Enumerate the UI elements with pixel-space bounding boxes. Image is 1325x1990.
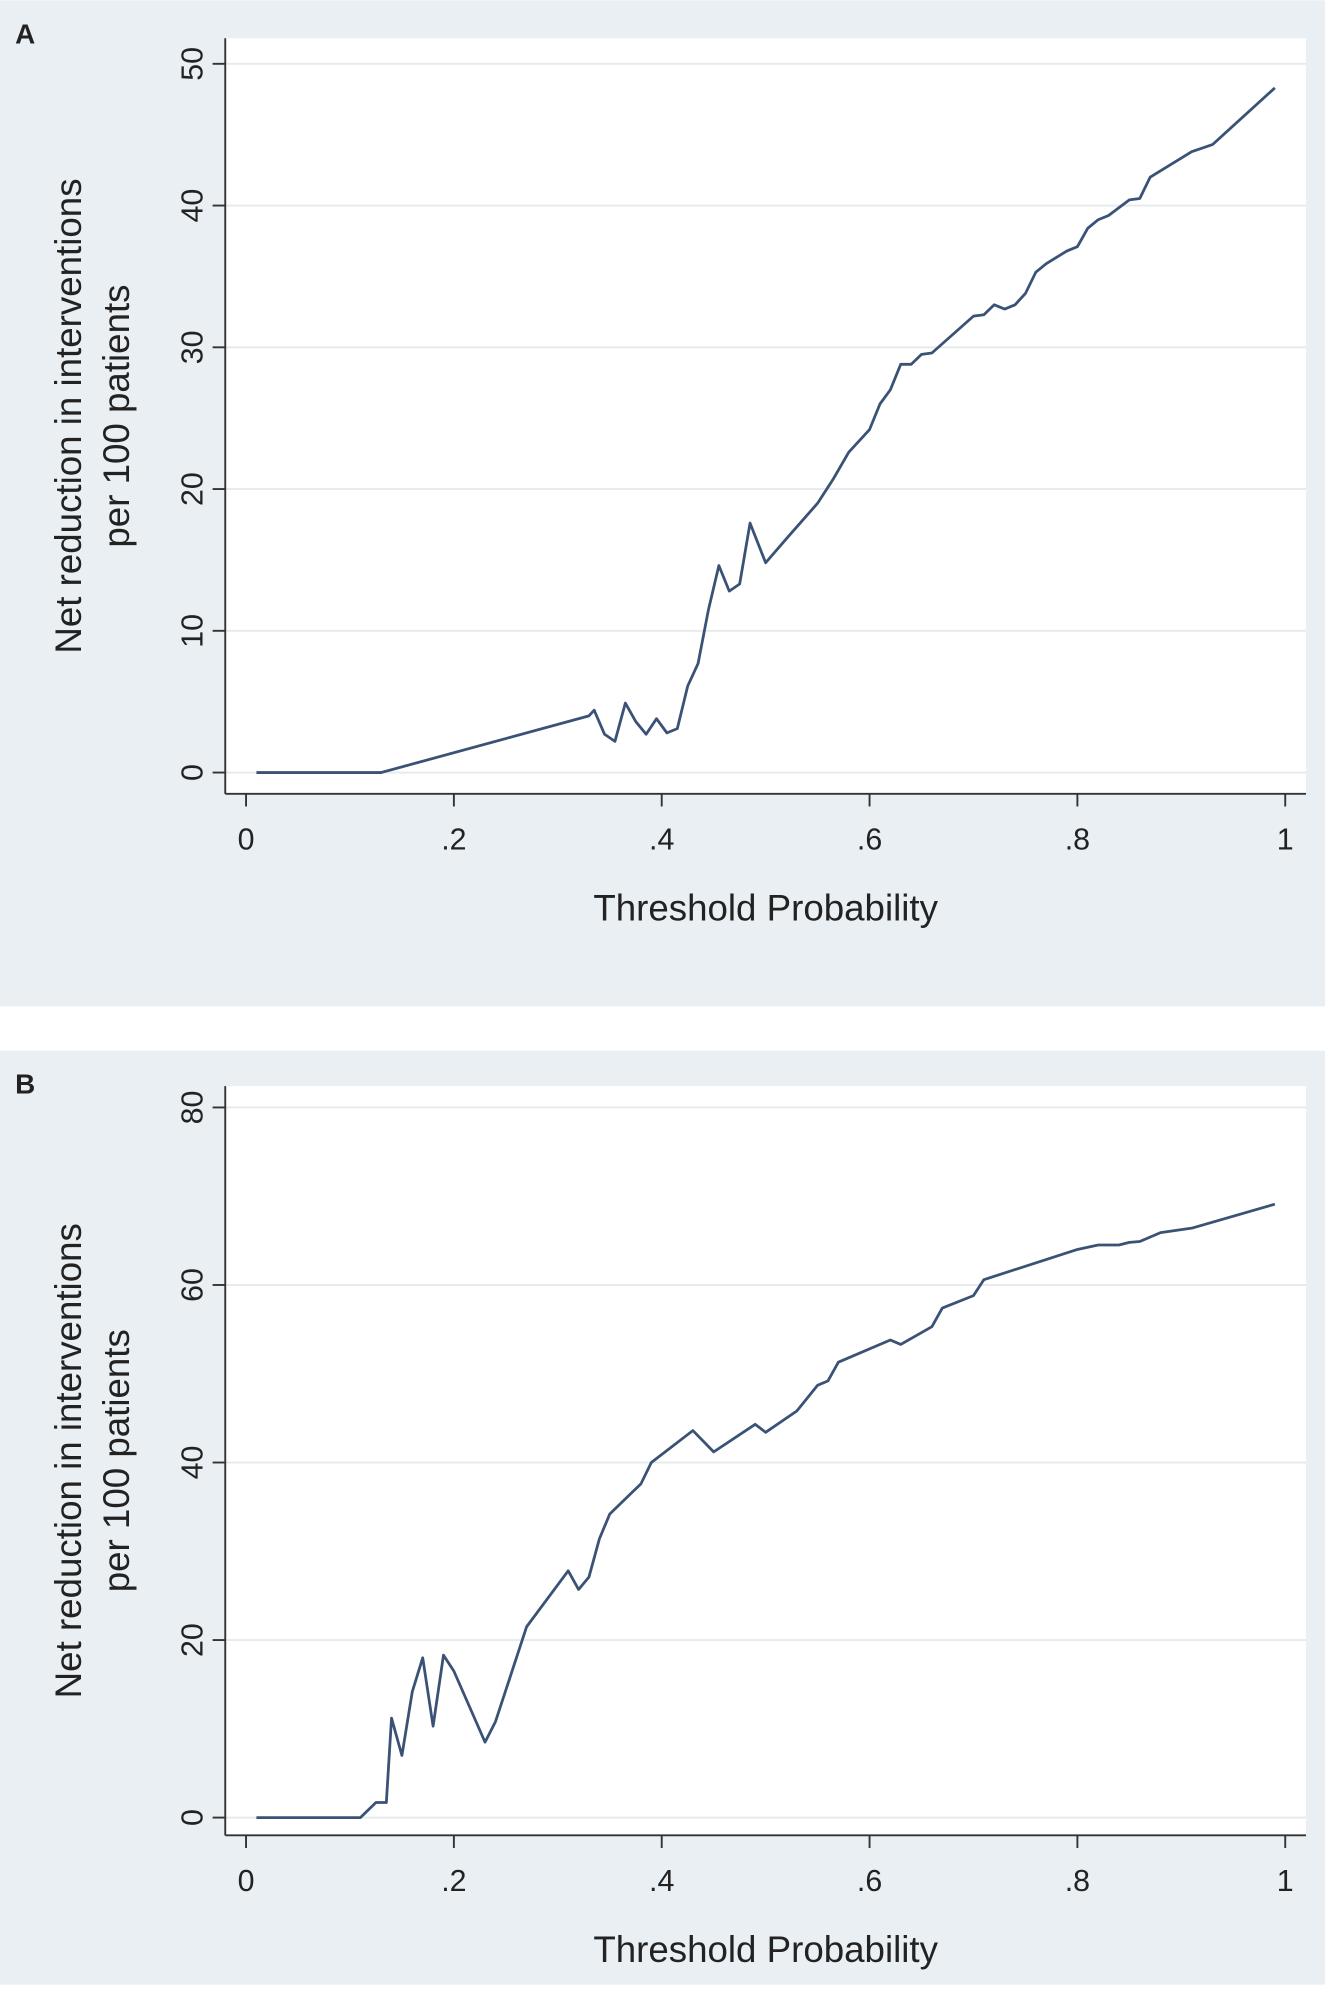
- y-tick-label: 80: [176, 1091, 209, 1125]
- x-axis-title: Threshold Probability: [593, 1929, 938, 1970]
- panel-label: A: [15, 18, 35, 49]
- plot-area: [225, 38, 1307, 794]
- y-tick-label: 40: [176, 1446, 209, 1480]
- panel-label: B: [15, 1069, 35, 1100]
- y-tick-label: 30: [176, 330, 209, 364]
- y-tick-label: 10: [176, 614, 209, 648]
- y-axis-title: Net reduction in interventions: [48, 1223, 89, 1698]
- x-tick-label: 0: [238, 823, 255, 856]
- y-tick-label: 20: [176, 472, 209, 506]
- y-tick-label: 60: [176, 1268, 209, 1302]
- y-tick-label: 0: [176, 764, 209, 781]
- x-tick-label: .6: [857, 823, 882, 856]
- x-tick-label: .2: [441, 1865, 466, 1898]
- x-tick-label: 0: [238, 1865, 255, 1898]
- plot-area: [225, 1086, 1307, 1836]
- x-tick-label: .2: [441, 823, 466, 856]
- x-tick-label: .4: [649, 823, 674, 856]
- x-tick-label: 1: [1277, 1865, 1294, 1898]
- y-tick-label: 50: [176, 47, 209, 81]
- x-tick-label: .8: [1065, 823, 1090, 856]
- y-axis-title: per 100 patients: [96, 1329, 137, 1592]
- y-tick-label: 0: [176, 1809, 209, 1826]
- x-tick-label: .8: [1065, 1865, 1090, 1898]
- y-tick-label: 20: [176, 1623, 209, 1657]
- data-line: [256, 1202, 1276, 1819]
- x-tick-label: 1: [1277, 823, 1294, 856]
- y-axis-title: Net reduction in interventions: [48, 178, 89, 653]
- y-axis-title: per 100 patients: [96, 284, 137, 547]
- x-axis-title: Threshold Probability: [593, 887, 938, 928]
- y-tick-label: 40: [176, 189, 209, 223]
- x-tick-label: .6: [857, 1865, 882, 1898]
- data-line: [256, 86, 1276, 774]
- x-tick-label: .4: [649, 1865, 674, 1898]
